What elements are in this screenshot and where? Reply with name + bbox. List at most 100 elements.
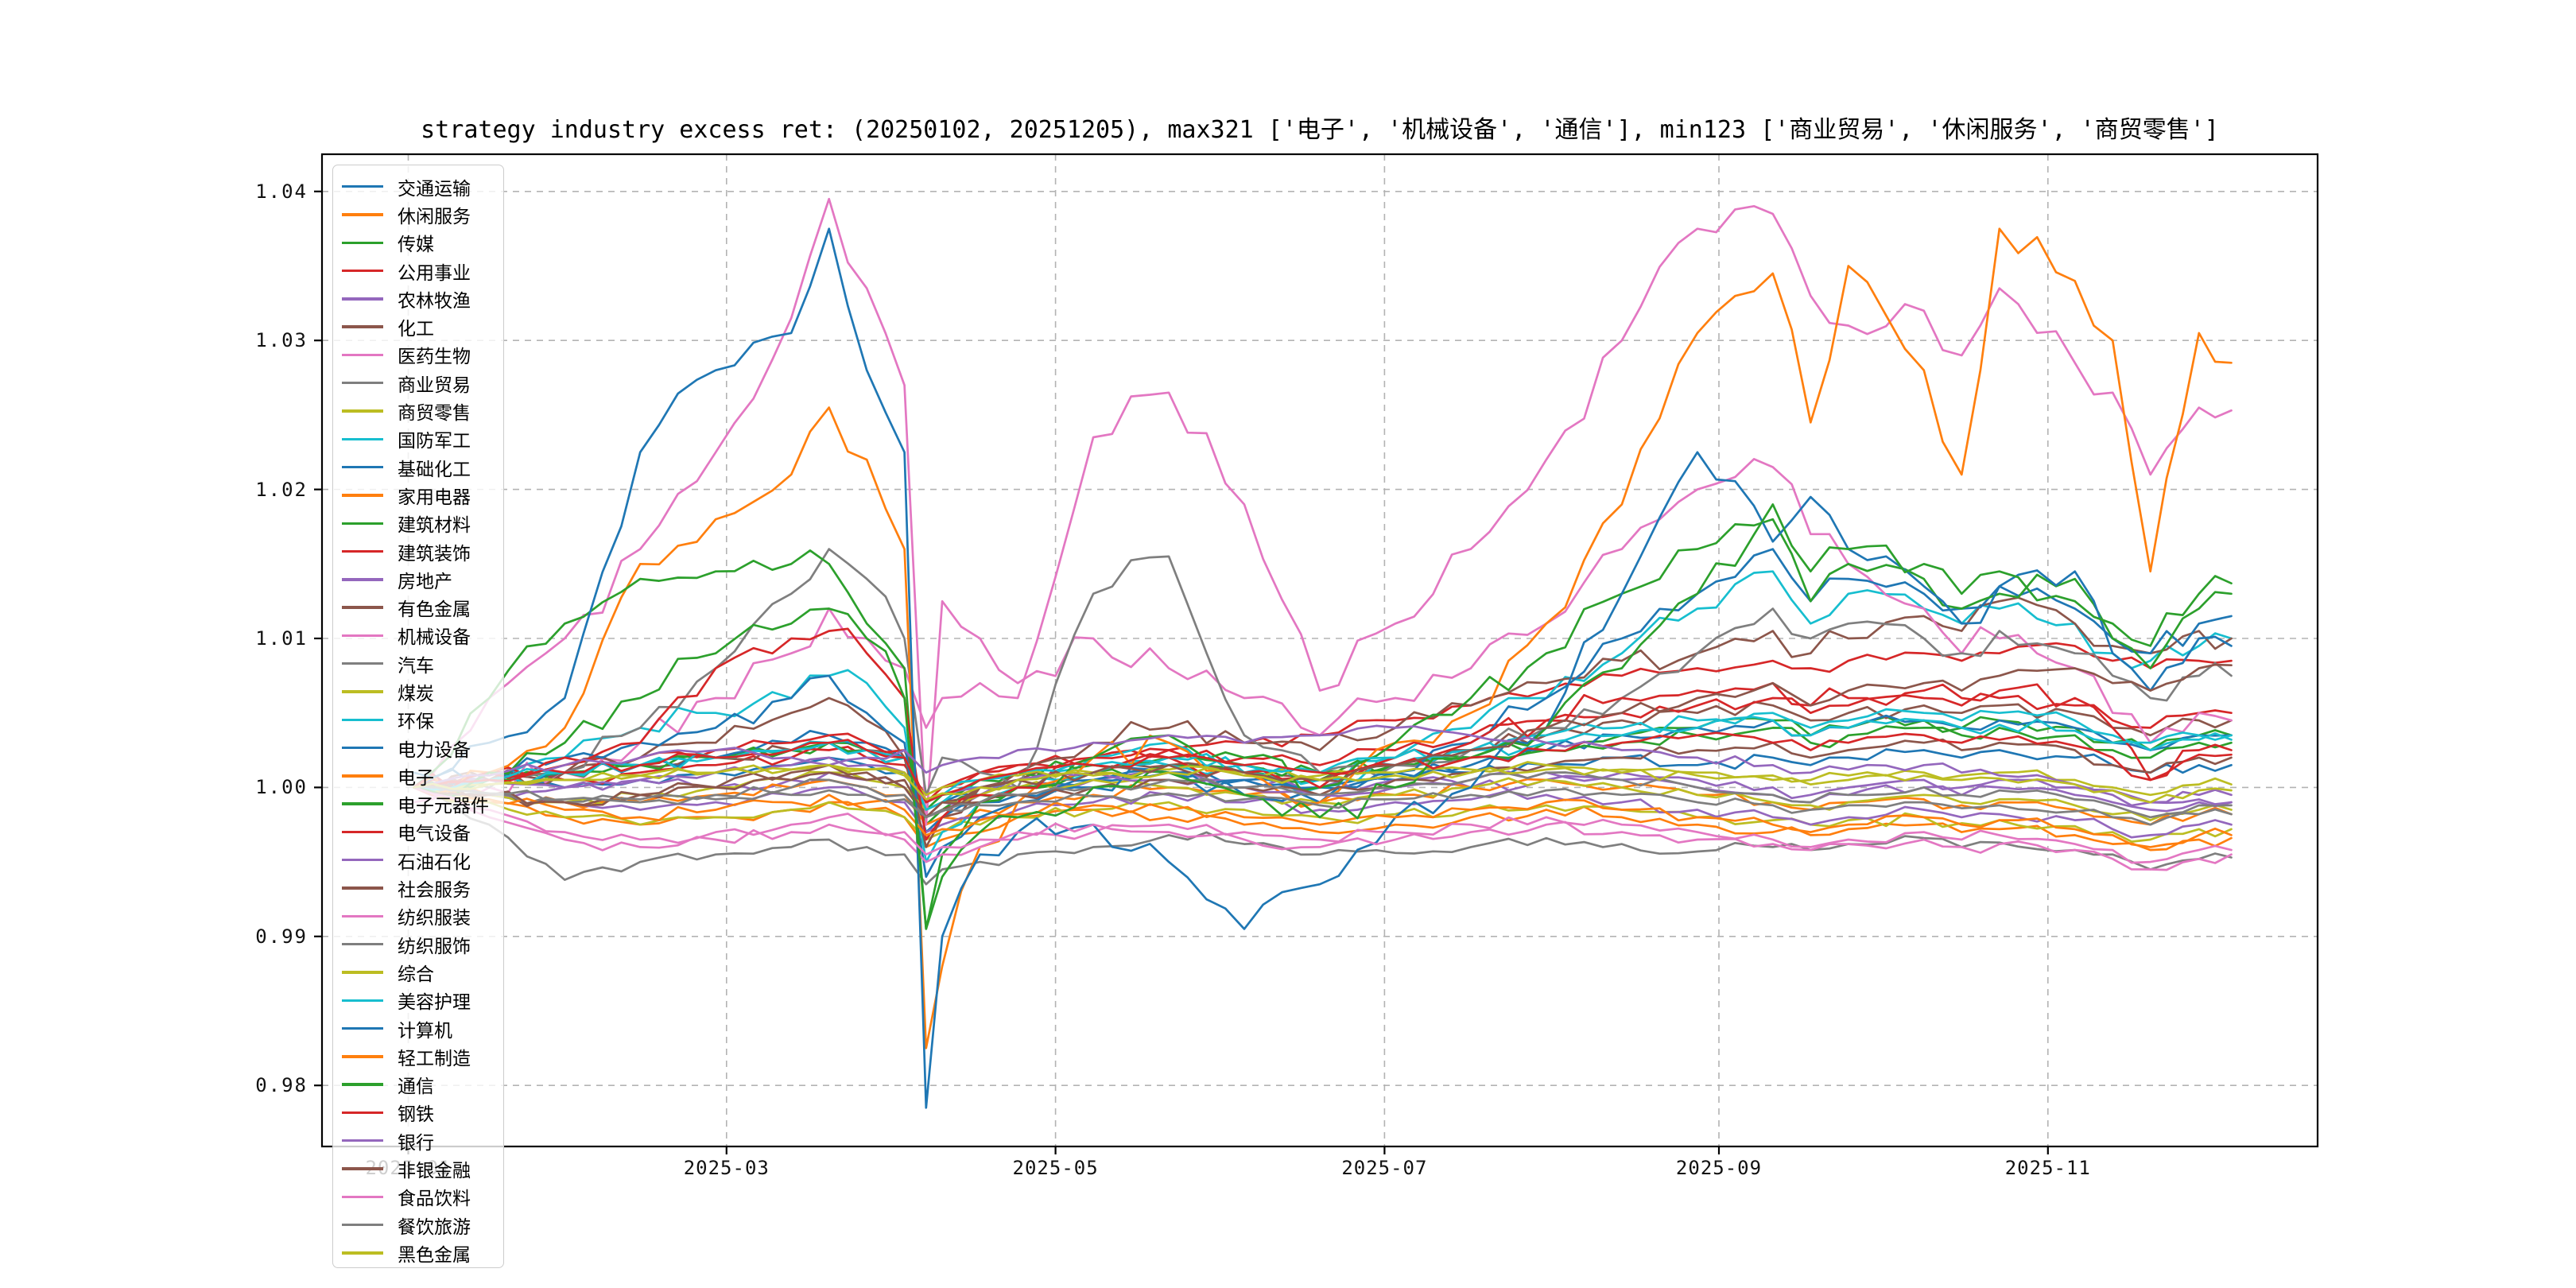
legend-line-swatch — [342, 606, 383, 609]
legend-item-医药生物: 医药生物 — [333, 341, 503, 369]
legend-label: 房地产 — [398, 571, 452, 592]
legend-line-swatch — [342, 578, 383, 581]
legend-item-商贸零售: 商贸零售 — [333, 397, 503, 425]
legend-label: 基础化工 — [398, 459, 471, 480]
legend-line-swatch — [342, 241, 383, 244]
legend-item-煤炭: 煤炭 — [333, 677, 503, 705]
legend-label: 计算机 — [398, 1020, 452, 1042]
legend-item-电子: 电子 — [333, 762, 503, 789]
legend-line-swatch — [342, 830, 383, 834]
series-line-电子元器件 — [412, 518, 2233, 930]
legend-item-公用事业: 公用事业 — [333, 257, 503, 285]
y-tick-label-1.02: 1.02 — [255, 478, 308, 501]
legend-line-swatch — [342, 971, 383, 974]
legend-line-swatch — [342, 549, 383, 553]
legend-line-swatch — [342, 297, 383, 301]
x-tick-label-2025-05: 2025-05 — [1012, 1157, 1099, 1179]
legend-line-swatch — [342, 1251, 383, 1255]
legend-line-swatch — [342, 886, 383, 890]
legend-line-swatch — [342, 465, 383, 469]
legend-line-swatch — [342, 269, 383, 273]
legend-line-swatch — [342, 353, 383, 357]
legend-label: 通信 — [398, 1077, 434, 1098]
x-tick-label-2025-03: 2025-03 — [683, 1157, 770, 1179]
legend-item-美容护理: 美容护理 — [333, 987, 503, 1014]
legend-label: 传媒 — [398, 235, 434, 256]
legend-line-swatch — [342, 522, 383, 525]
legend-label: 有色金属 — [398, 599, 471, 621]
legend-item-餐饮旅游: 餐饮旅游 — [333, 1211, 503, 1239]
legend-item-银行: 银行 — [333, 1127, 503, 1154]
legend-line-swatch — [342, 774, 383, 778]
y-tick-label-0.98: 0.98 — [255, 1074, 308, 1097]
series-line-商贸零售 — [412, 786, 2233, 843]
series-line-纺织服装 — [412, 786, 2233, 864]
legend-line-swatch — [342, 184, 383, 188]
legend-label: 美容护理 — [398, 992, 471, 1014]
legend-label: 建筑材料 — [398, 515, 471, 537]
legend-item-机械设备: 机械设备 — [333, 622, 503, 650]
series-lines — [412, 197, 2233, 1109]
y-tick-label-0.99: 0.99 — [255, 925, 308, 948]
legend-label: 非银金融 — [398, 1161, 471, 1182]
legend-label: 农林牧渔 — [398, 290, 471, 312]
legend-line-swatch — [342, 1195, 383, 1199]
y-tick-label-1.03: 1.03 — [255, 329, 308, 352]
legend-line-swatch — [342, 494, 383, 497]
legend-label: 交通运输 — [398, 178, 471, 200]
legend-line-swatch — [342, 999, 383, 1002]
legend-item-休闲服务: 休闲服务 — [333, 200, 503, 228]
legend-item-环保: 环保 — [333, 706, 503, 734]
legend-line-swatch — [342, 1223, 383, 1227]
legend-item-通信: 通信 — [333, 1071, 503, 1099]
legend-label: 建筑装饰 — [398, 543, 471, 564]
legend-item-社会服务: 社会服务 — [333, 874, 503, 902]
chart-title: strategy industry excess ret: (20250102,… — [421, 116, 2219, 144]
legend-item-电子元器件: 电子元器件 — [333, 790, 503, 818]
y-tick-label-1.00: 1.00 — [255, 776, 308, 799]
legend-item-基础化工: 基础化工 — [333, 453, 503, 481]
series-line-机械设备 — [412, 197, 2233, 826]
legend-line-swatch — [342, 1139, 383, 1143]
x-tick-label-2025-09: 2025-09 — [1675, 1157, 1763, 1179]
legend-label: 国防军工 — [398, 431, 471, 452]
legend-line-swatch — [342, 325, 383, 328]
legend-label: 商业贸易 — [398, 374, 471, 396]
legend-label: 石油石化 — [398, 852, 471, 873]
y-tick-label-1.01: 1.01 — [255, 627, 308, 650]
legend-line-swatch — [342, 213, 383, 216]
legend-item-交通运输: 交通运输 — [333, 173, 503, 200]
series-line-餐饮旅游 — [412, 785, 2233, 826]
legend-label: 电子 — [398, 767, 434, 789]
legend-label: 食品饮料 — [398, 1189, 471, 1210]
legend-label: 黑色金属 — [398, 1244, 471, 1266]
x-tick-label-2025-11: 2025-11 — [2004, 1157, 2091, 1179]
series-line-商业贸易 — [412, 786, 2233, 886]
legend-item-建筑装饰: 建筑装饰 — [333, 537, 503, 565]
series-line-轻工制造 — [412, 786, 2233, 848]
legend-item-汽车: 汽车 — [333, 650, 503, 677]
legend-item-石油石化: 石油石化 — [333, 846, 503, 874]
legend-label: 电力设备 — [398, 739, 471, 761]
legend-item-钢铁: 钢铁 — [333, 1099, 503, 1127]
series-line-纺织服饰 — [412, 771, 2233, 819]
y-tick-label-1.04: 1.04 — [255, 180, 308, 203]
legend-line-swatch — [342, 437, 383, 441]
legend-line-swatch — [342, 634, 383, 638]
legend-box: 交通运输 休闲服务传媒 公用事业农林牧渔化工 医药生物商业贸易 商贸零售国防军工基础化工… — [332, 165, 504, 1268]
series-line-食品饮料 — [412, 786, 2233, 871]
legend-item-综合: 综合 — [333, 958, 503, 986]
legend-label: 综合 — [398, 964, 434, 985]
legend-item-计算机: 计算机 — [333, 1014, 503, 1042]
series-line-计算机 — [412, 227, 2233, 1109]
legend-line-swatch — [342, 914, 383, 918]
legend-label: 化工 — [398, 319, 434, 340]
legend-item-轻工制造: 轻工制造 — [333, 1042, 503, 1070]
axes-spines — [320, 153, 2319, 1148]
legend-item-非银金融: 非银金融 — [333, 1154, 503, 1182]
legend-line-swatch — [342, 690, 383, 693]
legend-line-swatch — [342, 942, 383, 946]
legend-label: 轻工制造 — [398, 1048, 471, 1069]
